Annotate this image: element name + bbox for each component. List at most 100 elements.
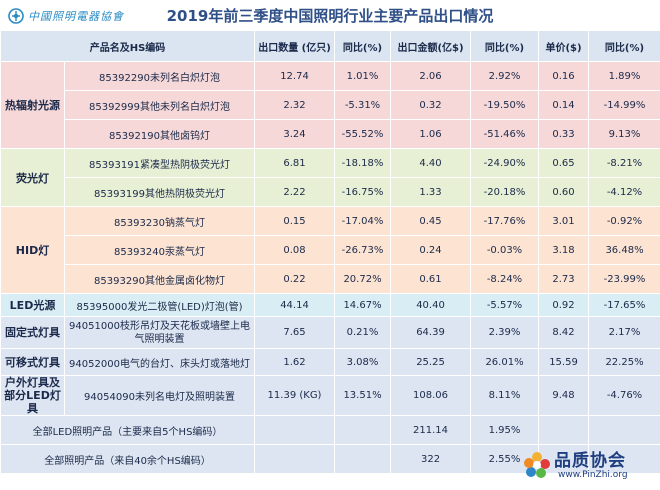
amount-cell: 0.45 xyxy=(390,206,472,236)
qty-yoy-cell: -18.18% xyxy=(334,148,392,178)
price-cell: 0.60 xyxy=(538,177,590,207)
amount-cell: 0.61 xyxy=(390,264,472,294)
table-row: 可移式灯具 94052000电气的台灯、床头灯或落地灯 1.62 3.08% 25.25… xyxy=(0,348,660,376)
empty-cell xyxy=(254,415,336,445)
col-header-price: 单价($) xyxy=(538,30,590,62)
col-header-product: 产品名及HS编码 xyxy=(0,30,256,62)
category-cell: 荧光灯 xyxy=(0,148,65,207)
category-cell: 户外灯具及部分LED灯具 xyxy=(0,375,65,416)
qty-yoy-cell: 13.51% xyxy=(334,375,392,416)
category-cell: LED光源 xyxy=(0,293,65,317)
price-yoy-cell: 2.17% xyxy=(588,316,660,349)
product-cell: 85393240汞蒸气灯 xyxy=(63,235,256,265)
qty-cell: 6.81 xyxy=(254,148,336,178)
total-amount: 322 xyxy=(390,444,472,474)
price-cell: 0.16 xyxy=(538,61,590,91)
empty-cell xyxy=(538,444,590,474)
amount-cell: 4.40 xyxy=(390,148,472,178)
qty-cell: 44.14 xyxy=(254,293,336,317)
qty-yoy-cell: -17.04% xyxy=(334,206,392,236)
amount-cell: 108.06 xyxy=(390,375,472,416)
table-row: 85393199其他热阴极荧光灯 2.22 -16.75% 1.33 -20.18% 0.… xyxy=(1,177,660,207)
price-cell: 9.48 xyxy=(538,375,590,416)
empty-cell xyxy=(334,444,392,474)
qty-cell: 2.22 xyxy=(254,177,336,207)
col-header-qty-yoy: 同比(%) xyxy=(334,30,392,62)
total-row: 全部LED照明产品（主要来自5个HS编码） 211.14 1.95% xyxy=(0,415,660,445)
qty-yoy-cell: -16.75% xyxy=(334,177,392,207)
amount-yoy-cell: 26.01% xyxy=(470,348,540,376)
price-cell: 15.59 xyxy=(538,348,590,376)
table-row: 85392999其他未列名白炽灯泡 2.32 -5.31% 0.32 -19.50% 0.… xyxy=(1,90,660,120)
qty-yoy-cell: 3.08% xyxy=(334,348,392,376)
price-cell: 3.18 xyxy=(538,235,590,265)
amount-cell: 25.25 xyxy=(390,348,472,376)
amount-cell: 0.24 xyxy=(390,235,472,265)
product-cell: 85392999其他未列名白炽灯泡 xyxy=(63,90,256,120)
amount-yoy-cell: -20.18% xyxy=(470,177,540,207)
col-header-amount-yoy: 同比(%) xyxy=(470,30,540,62)
lamp-logo-icon xyxy=(8,8,24,24)
qty-cell: 0.22 xyxy=(254,264,336,294)
qty-cell: 0.08 xyxy=(254,235,336,265)
price-yoy-cell: 1.89% xyxy=(588,61,660,91)
qty-yoy-cell: -26.73% xyxy=(334,235,392,265)
price-yoy-cell: 36.48% xyxy=(588,235,660,265)
table-row: 85393290其他金属卤化物灯 0.22 20.72% 0.61 -8.24% 2.73… xyxy=(1,264,660,294)
product-cell: 85393290其他金属卤化物灯 xyxy=(63,264,256,294)
amount-yoy-cell: 8.11% xyxy=(470,375,540,416)
empty-cell xyxy=(334,415,392,445)
amount-yoy-cell: -24.90% xyxy=(470,148,540,178)
title-bar: 中國照明電器協會 2019年前三季度中国照明行业主要产品出口情况 xyxy=(0,0,660,30)
price-yoy-cell: -0.92% xyxy=(588,206,660,236)
amount-cell: 1.06 xyxy=(390,119,472,149)
col-header-qty: 出口数量 (亿只) xyxy=(254,30,336,62)
qty-cell: 1.62 xyxy=(254,348,336,376)
logo-text: 中國照明電器協會 xyxy=(28,10,124,23)
price-cell: 0.65 xyxy=(538,148,590,178)
export-table: 产品名及HS编码 出口数量 (亿只) 同比(%) 出口金额(亿$) 同比(%) 单价($)… xyxy=(0,30,660,474)
table-row: 85393240汞蒸气灯 0.08 -26.73% 0.24 -0.03% 3.18 36.… xyxy=(1,235,660,265)
empty-cell xyxy=(538,415,590,445)
amount-cell: 1.33 xyxy=(390,177,472,207)
total-amount: 211.14 xyxy=(390,415,472,445)
category-cell: 固定式灯具 xyxy=(0,316,65,349)
amount-yoy-cell: 2.92% xyxy=(470,61,540,91)
col-header-price-yoy: 同比(%) xyxy=(588,30,660,62)
table-row: 户外灯具及部分LED灯具 94054090未列名电灯及照明装置 11.39 (KG)… xyxy=(0,375,660,416)
qty-yoy-cell: 0.21% xyxy=(334,316,392,349)
flower-logo-icon xyxy=(524,452,550,478)
product-cell: 85393230钠蒸气灯 xyxy=(63,206,256,236)
product-cell: 85392290未列名白炽灯泡 xyxy=(63,61,256,91)
amount-cell: 2.06 xyxy=(390,61,472,91)
qty-yoy-cell: -55.52% xyxy=(334,119,392,149)
price-yoy-cell: 9.13% xyxy=(588,119,660,149)
total-label: 全部照明产品（来自40余个HS编码） xyxy=(0,444,256,474)
total-label: 全部LED照明产品（主要来自5个HS编码） xyxy=(0,415,256,445)
amount-yoy-cell: 2.39% xyxy=(470,316,540,349)
table-row: 荧光灯 85393191紧凑型热阴极荧光灯 6.81 -18.18% 4.40 -24.9… xyxy=(0,148,660,207)
price-cell: 0.92 xyxy=(538,293,590,317)
price-yoy-cell: 22.25% xyxy=(588,348,660,376)
price-yoy-cell: -8.21% xyxy=(588,148,660,178)
qty-yoy-cell: 20.72% xyxy=(334,264,392,294)
amount-cell: 0.32 xyxy=(390,90,472,120)
page-title: 2019年前三季度中国照明行业主要产品出口情况 xyxy=(166,7,494,25)
qty-cell: 0.15 xyxy=(254,206,336,236)
price-cell: 8.42 xyxy=(538,316,590,349)
table-row: 固定式灯具 94051000枝形吊灯及天花板或墙壁上电气照明装置 7.65 0.21%… xyxy=(0,316,660,349)
amount-yoy-cell: -51.46% xyxy=(470,119,540,149)
total-amount-yoy: 1.95% xyxy=(470,415,540,445)
qty-cell: 12.74 xyxy=(254,61,336,91)
amount-cell: 64.39 xyxy=(390,316,472,349)
amount-yoy-cell: -17.76% xyxy=(470,206,540,236)
product-cell: 85393199其他热阴极荧光灯 xyxy=(63,177,256,207)
amount-yoy-cell: -19.50% xyxy=(470,90,540,120)
watermark-url: www.PinZhi.org xyxy=(558,470,628,480)
product-cell: 85395000发光二极管(LED)灯泡(管) xyxy=(63,293,256,317)
category-cell: 热辐射光源 xyxy=(0,61,65,149)
qty-yoy-cell: 1.01% xyxy=(334,61,392,91)
col-header-amount: 出口金额(亿$) xyxy=(390,30,472,62)
qty-cell: 3.24 xyxy=(254,119,336,149)
price-cell: 0.33 xyxy=(538,119,590,149)
